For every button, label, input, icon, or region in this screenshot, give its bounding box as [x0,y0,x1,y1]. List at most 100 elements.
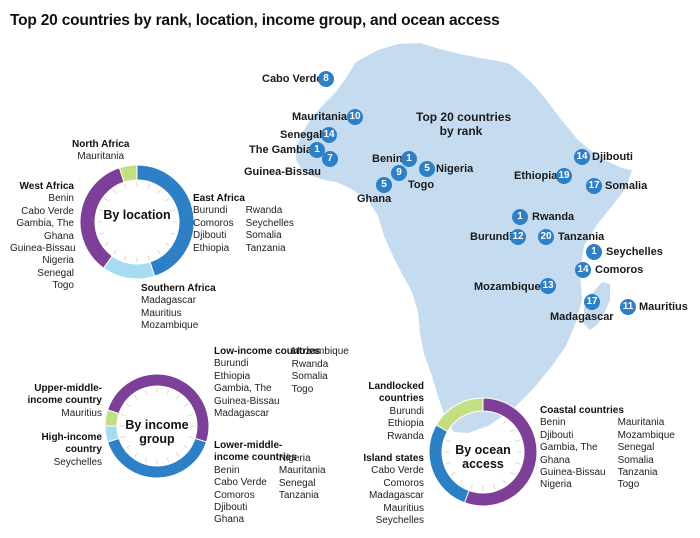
east-africa-heading: East Africa [193,193,245,204]
income-donut-label: By income group [112,418,202,446]
rank-badge-guinea-bissau: 7 [322,151,338,167]
income-spoke [166,457,170,463]
west-africa-country: Togo [52,280,74,292]
west-africa-country: Nigeria [42,255,74,267]
map-label-tanzania: Tanzania [558,231,605,243]
landlocked-country: Burundi [389,405,424,417]
southern-africa-country: Mauritius [141,307,182,319]
lower-middle-income-heading-line1: Lower-middle- [214,440,283,451]
lower-middle-income-country: Djibouti [214,502,248,514]
location-spoke [104,198,109,202]
map-title-line2: by rank [439,124,483,138]
low-income-country: Somalia [291,371,328,383]
income-spoke [144,457,148,463]
low-income-country: Gambia, The [214,383,272,395]
location-spoke [147,255,150,261]
page-title: Top 20 countries by rank, location, inco… [10,12,500,29]
landlocked-group: Landlocked countries Burundi Ethiopia Rw… [360,381,424,443]
coastal-country: Guinea-Bissau [540,467,606,479]
location-spoke [124,183,127,189]
low-income-country: Madagascar [214,408,270,420]
lower-middle-income-heading-line2: income countries [214,452,297,464]
coastal-country: Djibouti [540,429,574,441]
low-income-country: Rwanda [291,358,329,370]
map-label-togo: Togo [408,179,435,191]
location-spoke [157,250,161,255]
east-africa-country: Comoros [193,217,234,229]
income-spoke [144,389,148,395]
island-state-country: Comoros [383,477,424,489]
map-label-rwanda: Rwanda [532,211,575,223]
coastal-country: Mauritania [617,417,665,429]
high-income-heading-line1: High-income [41,432,102,443]
map-label-mauritius: Mauritius [639,301,688,313]
upper-middle-income-group: Upper-middle- income country Mauritius [10,383,102,420]
location-spoke [147,183,150,189]
ocean-segment-landlocked-countries [435,397,484,433]
landlocked-heading-line1: Landlocked [368,381,424,392]
island-state-country: Mauritius [383,502,424,514]
west-africa-country: Senegal [37,267,74,279]
upper-middle-income-heading-line1: Upper-middle- [34,383,102,394]
location-spoke [113,250,117,255]
ocean-spoke [459,479,464,484]
north-africa-group: North Africa Mauritania [72,139,129,164]
west-africa-country: Ghana [43,230,74,242]
west-africa-country: Guinea-Bissau [10,243,76,255]
map-label-ghana: Ghana [357,193,392,205]
rank-badge-somalia: 17 [586,178,602,194]
ocean-donut-label-line2: access [462,457,504,471]
map-label-nigeria: Nigeria [436,163,474,175]
map-label-seychelles: Seychelles [606,246,663,258]
income-spoke [175,394,180,400]
coastal-country: Senegal [617,442,655,454]
east-africa-country: Burundi [193,205,228,217]
africa-shape [296,43,632,433]
rank-badge-mozambique: 13 [540,278,556,294]
map-title: Top 20 countries by rank [416,110,511,138]
north-africa-country: Mauritania [77,151,125,163]
ocean-spoke [470,414,473,420]
income-spoke [134,452,139,458]
ocean-spoke [451,471,456,476]
income-spoke [134,394,139,400]
southern-africa-country: Madagascar [141,295,197,307]
income-spoke [166,389,170,395]
low-income-country: Guinea-Bissau [214,395,280,407]
map-label-mauritania: Mauritania [292,111,348,123]
rank-badge-rwanda: 1 [512,209,528,225]
east-africa-country: Tanzania [245,242,286,254]
island-states-heading: Island states [363,453,424,464]
rank-badge-togo: 9 [391,165,407,181]
lower-middle-income-country: Ghana [214,514,245,526]
rank-badge-seychelles: 1 [586,244,602,260]
rank-badge-mauritania: 10 [347,109,363,125]
coastal-country: Tanzania [617,467,658,479]
landlocked-country: Rwanda [387,430,424,442]
ocean-spoke [515,439,521,442]
rank-badge-nigeria: 5 [419,161,435,177]
location-spoke [98,232,104,235]
low-income-country: Burundi [214,358,249,370]
ocean-spoke [451,428,456,433]
island-state-country: Seychelles [375,515,424,527]
location-spoke [170,209,176,212]
high-income-heading-line2: country [65,444,102,456]
coastal-group: Coastal countries Benin Djibouti Gambia,… [540,405,675,492]
ocean-spoke [515,462,521,465]
west-africa-country: Gambia, The [16,218,74,230]
location-spoke [165,198,170,202]
low-income-country: Mozambique [291,346,349,358]
rank-badge-tanzania: 20 [538,229,554,245]
income-spoke [175,452,180,458]
income-spoke [125,444,131,449]
rank-badge-benin: 1 [401,151,417,167]
map-label-madagascar: Madagascar [550,311,614,323]
east-africa-country: Seychelles [245,217,294,229]
upper-middle-income-heading-line2: income country [27,395,102,407]
coastal-country: Nigeria [540,479,572,491]
map-label-burundi: Burundi [470,231,513,243]
income-spoke [120,413,126,417]
